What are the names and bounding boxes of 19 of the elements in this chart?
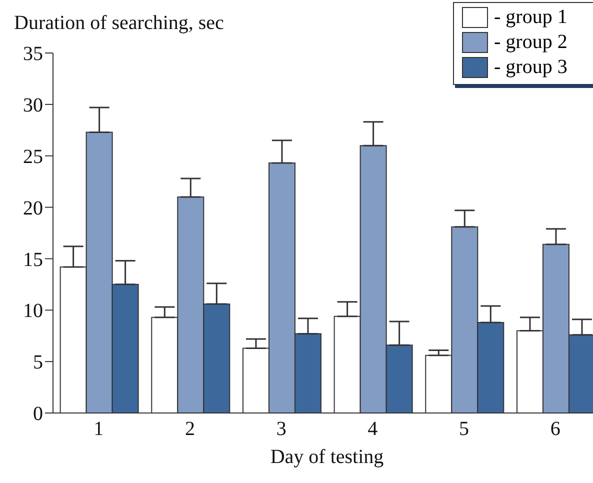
legend-label: - group 1 bbox=[494, 5, 568, 30]
x-tick-label: 4 bbox=[368, 418, 378, 440]
x-tick-label: 5 bbox=[459, 418, 469, 440]
x-tick-label: 1 bbox=[94, 418, 104, 440]
y-tick-label: 15 bbox=[23, 248, 43, 271]
y-tick-label: 25 bbox=[23, 146, 43, 168]
y-tick-label: 5 bbox=[33, 352, 43, 374]
y-tick-label: 20 bbox=[23, 197, 43, 220]
x-axis-title: Day of testing bbox=[270, 446, 384, 468]
legend-label: - group 2 bbox=[494, 30, 568, 55]
y-tick-label: 30 bbox=[23, 94, 43, 117]
x-tick-label: 6 bbox=[550, 418, 560, 440]
y-tick-label: 10 bbox=[23, 300, 43, 322]
legend-label: - group 3 bbox=[494, 55, 568, 80]
y-tick-label: 35 bbox=[23, 43, 43, 66]
x-tick-label: 3 bbox=[276, 418, 286, 440]
y-axis-title: Duration of searching, sec bbox=[14, 12, 224, 35]
y-tick-label: 0 bbox=[33, 403, 43, 426]
x-tick-label: 2 bbox=[185, 418, 195, 440]
